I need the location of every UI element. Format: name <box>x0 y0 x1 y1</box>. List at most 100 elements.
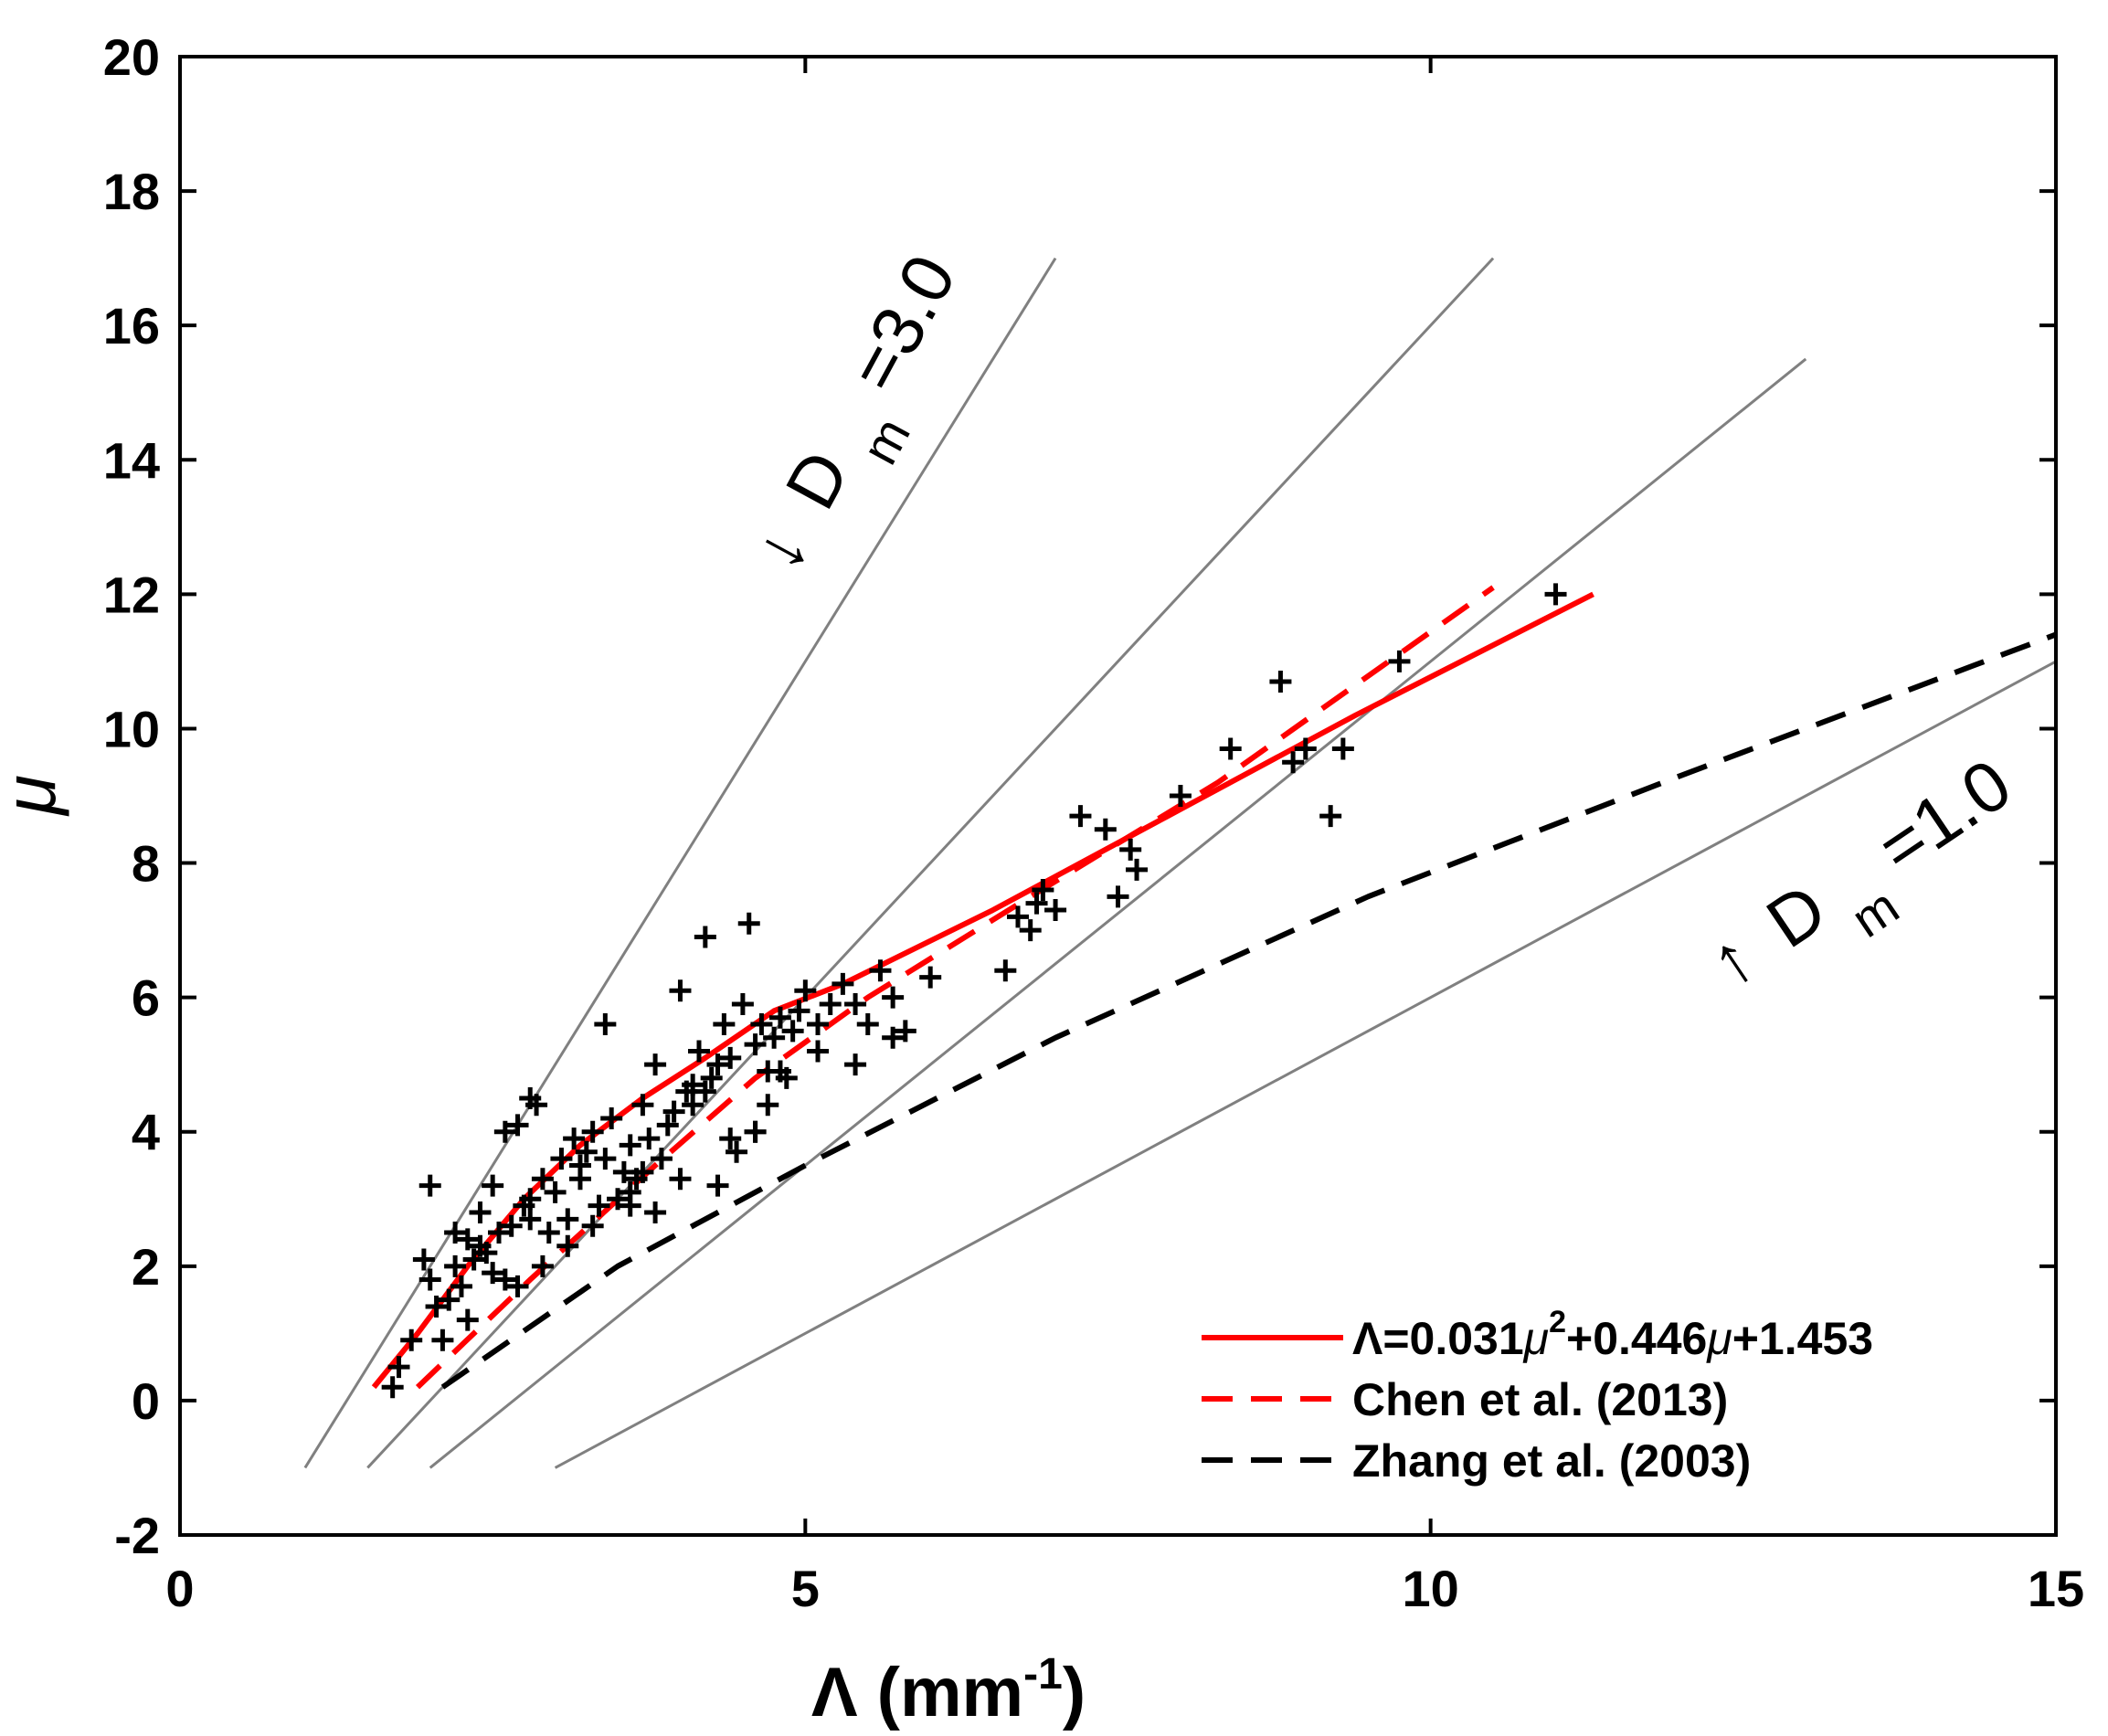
x-tick-label: 5 <box>791 1560 820 1617</box>
data-point <box>894 1020 916 1043</box>
x-tick-label: 15 <box>2028 1560 2084 1617</box>
y-axis-label: μ <box>0 775 70 817</box>
data-point <box>788 1000 810 1022</box>
data-point <box>544 1180 567 1203</box>
data-point <box>744 1120 767 1143</box>
data-point <box>1388 650 1411 672</box>
axis-ticks <box>178 55 2058 1537</box>
reference-lines <box>303 257 2057 1469</box>
data-point <box>482 1262 504 1285</box>
plot-area-frame <box>178 55 2058 1537</box>
data-point <box>719 1046 742 1069</box>
data-point <box>919 966 942 989</box>
data-point <box>563 1127 586 1150</box>
legend-label-zhang: Zhang et al. (2003) <box>1352 1435 1751 1487</box>
data-point <box>482 1174 504 1197</box>
annotation-dm-1-sub: m <box>1841 877 1909 948</box>
annotation-dm-1-arrow: ↑ <box>1694 916 1769 1002</box>
data-point <box>844 1053 867 1076</box>
fit-curve-line <box>371 591 1594 1390</box>
data-point <box>607 1188 630 1211</box>
data-point <box>488 1222 511 1244</box>
data-point <box>882 1026 905 1049</box>
reference-line-3 <box>554 660 2057 1469</box>
data-point <box>669 1168 692 1191</box>
data-point <box>726 1140 748 1163</box>
data-point <box>1025 892 1048 915</box>
data-point <box>1094 818 1117 841</box>
y-tick-label: 16 <box>103 297 160 355</box>
svg-text:↓ D m =3.0: ↓ D m =3.0 <box>736 242 1002 599</box>
data-point <box>381 1376 404 1399</box>
data-point <box>1107 885 1129 908</box>
data-point <box>844 992 867 1015</box>
data-point <box>757 1094 779 1117</box>
data-point <box>575 1140 598 1163</box>
annotation-dm-3-arrow: ↓ <box>736 513 824 583</box>
annotation-dm-3-base: D <box>769 438 864 522</box>
data-point <box>581 1214 604 1237</box>
svg-text:↑ D m =1.0: ↑ D m =1.0 <box>1694 743 2044 1031</box>
annotation-dm-3-sub: m <box>850 408 921 473</box>
data-point <box>619 1194 641 1217</box>
data-point <box>1219 737 1242 760</box>
data-point <box>556 1234 579 1257</box>
data-point <box>682 1074 704 1096</box>
data-point <box>400 1328 423 1351</box>
data-point <box>531 1168 554 1191</box>
data-point <box>425 1295 448 1318</box>
data-point <box>768 1006 791 1029</box>
y-tick-label: 2 <box>132 1238 160 1296</box>
data-point <box>731 992 754 1015</box>
data-point <box>456 1228 479 1251</box>
data-point <box>669 979 692 1002</box>
data-point <box>694 926 716 948</box>
data-point <box>1007 905 1030 928</box>
data-point <box>869 959 892 982</box>
y-tick-label: -2 <box>114 1507 160 1564</box>
fit-curves <box>371 585 2058 1390</box>
reference-line-2 <box>429 357 1807 1469</box>
data-point <box>444 1222 467 1244</box>
data-point <box>568 1154 591 1177</box>
data-point <box>588 1194 610 1217</box>
data-point <box>794 979 817 1002</box>
data-point <box>856 1013 879 1036</box>
annotation-dm-3-value: =3.0 <box>833 242 971 404</box>
data-point <box>882 986 905 1009</box>
data-point <box>706 1174 729 1197</box>
data-point <box>519 1188 542 1211</box>
data-point <box>1119 838 1142 861</box>
data-point <box>682 1094 704 1117</box>
data-point <box>713 1013 736 1036</box>
data-point <box>631 1160 654 1183</box>
y-tick-label: 0 <box>132 1372 160 1430</box>
zhang-2003-line <box>440 631 2058 1390</box>
legend: Λ=0.031μ2+0.446μ+1.453 Chen et al. (2013… <box>1202 1305 1873 1487</box>
data-point <box>418 1268 441 1291</box>
data-point <box>1294 737 1317 760</box>
data-point <box>418 1174 441 1197</box>
data-point <box>644 1201 667 1223</box>
data-point <box>537 1222 560 1244</box>
data-point <box>644 1053 667 1076</box>
x-tick-label: 0 <box>165 1560 194 1617</box>
data-point <box>431 1328 454 1351</box>
data-point <box>493 1268 516 1291</box>
data-point <box>819 992 842 1015</box>
annotation-dm-1-value: =1.0 <box>1863 743 2025 888</box>
data-point <box>1032 878 1054 901</box>
reference-line-0 <box>303 257 1057 1469</box>
data-point <box>450 1275 472 1297</box>
data-point <box>506 1275 529 1297</box>
reference-line-1 <box>366 257 1495 1469</box>
data-point <box>744 1033 767 1056</box>
annotation-dm-3: ↓ D m =3.0 <box>736 242 1002 599</box>
data-point <box>619 1134 641 1157</box>
data-point <box>500 1214 523 1237</box>
data-point <box>768 1060 791 1083</box>
y-tick-label: 6 <box>132 969 160 1027</box>
y-tick-label: 12 <box>103 566 160 623</box>
data-point <box>1269 670 1292 693</box>
